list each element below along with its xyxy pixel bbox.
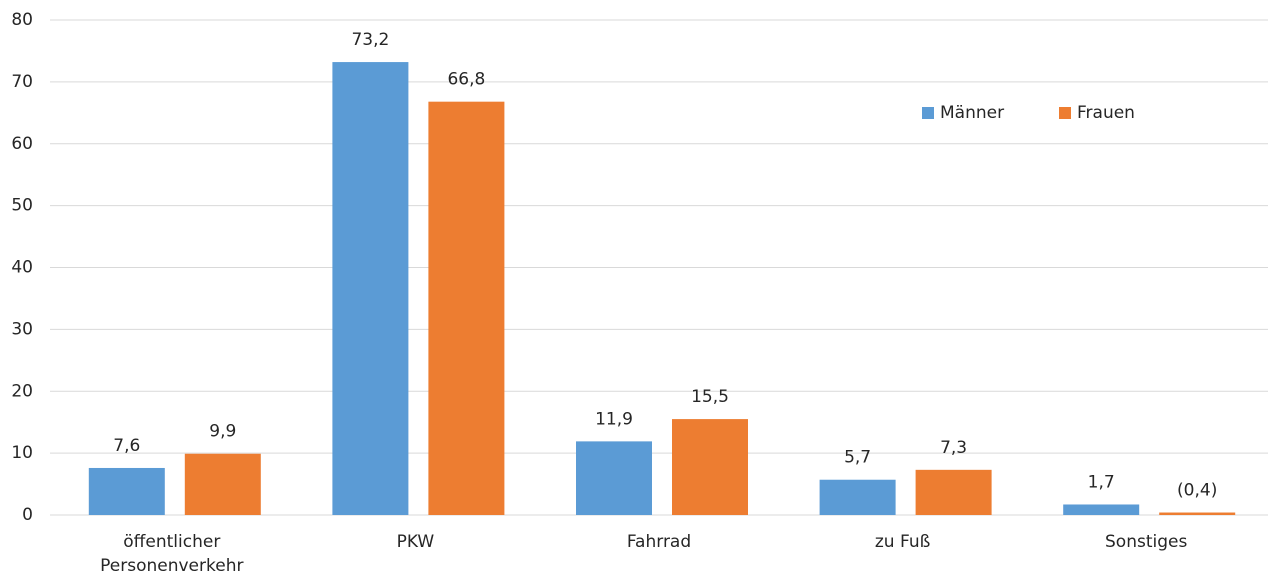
value-label: 5,7 (844, 448, 871, 468)
bar (428, 101, 505, 516)
y-tick-label: 80 (11, 10, 33, 30)
legend-swatch (922, 107, 934, 119)
bar (576, 441, 652, 515)
y-tick-label: 30 (11, 319, 33, 339)
bar (819, 479, 896, 515)
value-label: (0,4) (1177, 481, 1217, 501)
y-tick-label: 0 (22, 505, 33, 525)
value-label: 66,8 (447, 70, 485, 90)
y-tick-label: 20 (11, 381, 33, 401)
y-tick-label: 60 (11, 134, 33, 154)
legend-swatch (1059, 107, 1071, 119)
bar (332, 62, 409, 515)
value-label: 1,7 (1088, 472, 1115, 492)
value-label: 73,2 (351, 30, 389, 50)
bar (88, 467, 165, 515)
value-label: 9,9 (209, 422, 236, 442)
bar (672, 419, 748, 515)
bar (184, 453, 261, 515)
value-label: 7,3 (940, 438, 967, 458)
y-tick-label: 10 (11, 443, 33, 463)
value-label: 7,6 (113, 436, 140, 456)
x-tick-label: öffentlicher Personenverkehr (100, 532, 244, 576)
y-tick-label: 70 (11, 72, 33, 92)
y-tick-label: 50 (11, 196, 33, 216)
legend-label: Männer (940, 103, 1004, 123)
x-tick-label: zu Fuß (874, 532, 931, 552)
bar (915, 469, 992, 515)
x-tick-label: Fahrrad (626, 532, 692, 552)
y-tick-label: 40 (11, 258, 33, 278)
bar (1159, 512, 1236, 515)
x-tick-label: PKW (396, 532, 435, 552)
legend-label: Frauen (1077, 103, 1135, 123)
bar (1063, 504, 1140, 515)
x-tick-label: Sonstiges (1105, 532, 1188, 552)
value-label: 11,9 (595, 409, 633, 429)
value-label: 15,5 (691, 387, 729, 407)
